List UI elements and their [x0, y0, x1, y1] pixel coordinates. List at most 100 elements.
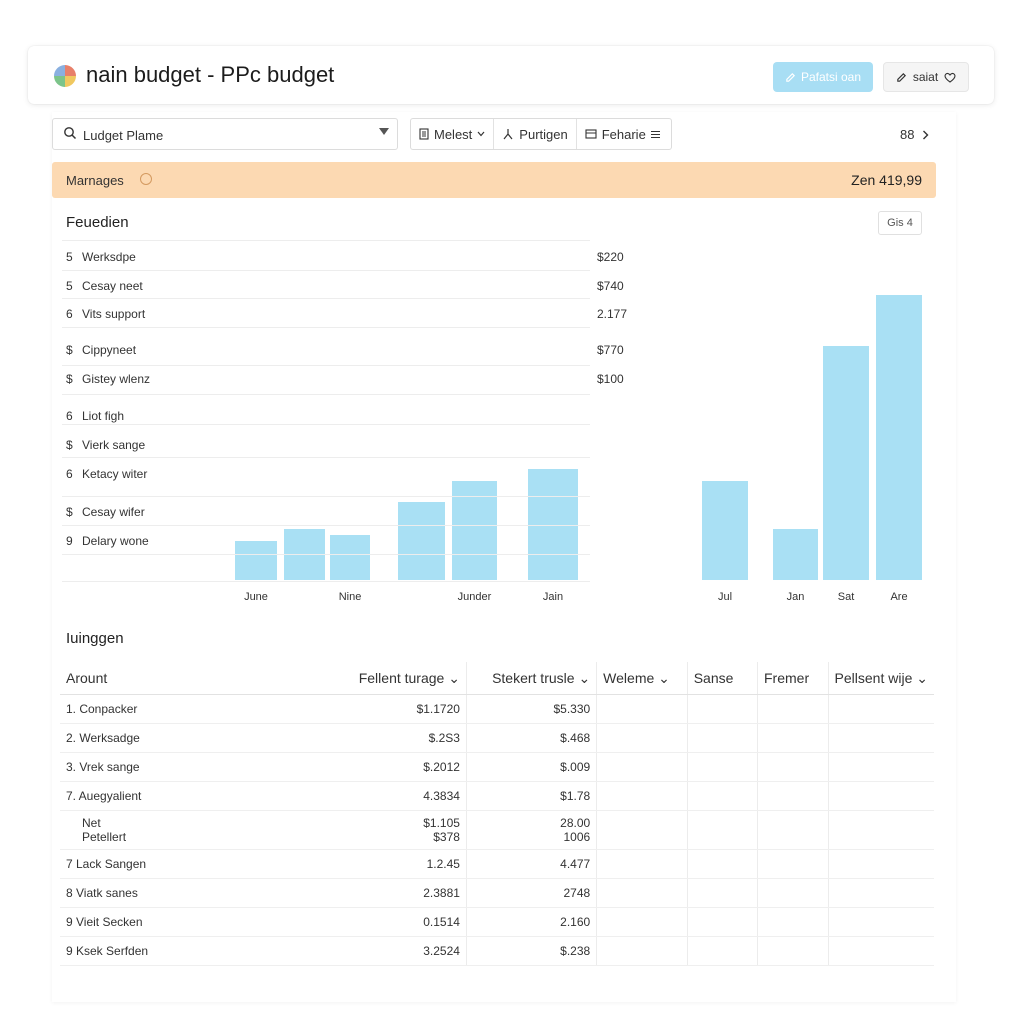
table-cell [596, 878, 688, 908]
toolbar-item-label: Purtigen [519, 126, 568, 142]
list-item-value: $770 [597, 343, 624, 357]
table-cell: 2.3881 [315, 878, 467, 908]
table-cell [596, 723, 688, 753]
column-header[interactable]: Weleme ⌄ [596, 662, 688, 695]
pencil-icon [896, 72, 907, 83]
list-item-label: Cesay wifer [82, 505, 145, 519]
list-item-number: 6 [66, 467, 73, 481]
save-button-label: saiat [912, 70, 939, 84]
table-cell: 2748 [465, 878, 597, 908]
save-button[interactable]: saiat [883, 62, 969, 92]
list-item[interactable]: 6 Ketacy witer [66, 467, 147, 481]
info-icon[interactable] [140, 173, 152, 185]
table-cell [827, 878, 934, 908]
chart-bar[interactable] [773, 529, 818, 580]
table-cell [596, 936, 688, 966]
x-tick-label: June [244, 591, 268, 603]
table-cell [686, 878, 758, 908]
chart-bar[interactable] [330, 535, 370, 580]
x-tick-label: Nine [339, 591, 362, 603]
search-input[interactable]: Ludget Plame [52, 118, 398, 150]
table-cell [686, 723, 758, 753]
list-item[interactable]: 9 Delary wone [66, 534, 149, 548]
table-row[interactable]: 1. Conpacker $1.1720 $5.330 [60, 694, 934, 724]
divider [62, 554, 590, 555]
table-cell [827, 849, 934, 879]
divider [62, 327, 590, 328]
table-cell [686, 694, 758, 724]
column-header: Fremer [757, 662, 829, 695]
list-item-value: $220 [597, 250, 624, 264]
column-header: Arount [60, 662, 316, 695]
list-item[interactable]: 6 Liot figh [66, 409, 124, 423]
table-cell [686, 810, 758, 850]
list-item-value: $740 [597, 279, 624, 293]
primary-action-button[interactable]: Pafatsi oan [773, 62, 873, 92]
table-cell: 9 Vieit Secken [60, 907, 316, 937]
list-item-label: Liot figh [82, 409, 125, 423]
chart-bar[interactable] [398, 502, 445, 580]
toolbar-item-label: Melest [434, 126, 473, 142]
table-header-row: Arount Fellent turage ⌄ Stekert trusle ⌄… [60, 662, 934, 695]
toolbar-item-feharie[interactable]: Feharie [577, 119, 668, 149]
list-item-label: Gistey wlenz [82, 372, 151, 386]
list-item[interactable]: $ Cesay wifer [66, 505, 145, 519]
card-icon [585, 129, 597, 139]
data-table: Arount Fellent turage ⌄ Stekert trusle ⌄… [60, 662, 934, 966]
chart-bar[interactable] [528, 469, 578, 580]
table-cell: $1.78 [465, 781, 597, 811]
table-row[interactable]: 9 Vieit Secken 0.1514 2.160 [60, 907, 934, 937]
table-cell [596, 781, 688, 811]
banner-title: Marnages [66, 173, 124, 188]
divider [62, 270, 590, 271]
table-cell: 7. Auegyalient [60, 781, 316, 811]
filter-chip[interactable]: Gis 4 [878, 211, 922, 235]
list-item[interactable]: 5 Werksdpe [66, 250, 136, 264]
table-row[interactable]: 2. Werksadge $.2S3 $.468 [60, 723, 934, 753]
list-item-number: $ [66, 505, 73, 519]
chart-bar[interactable] [452, 481, 497, 580]
table-row[interactable]: 7. Auegyalient 4.3834 $1.78 [60, 781, 934, 811]
table-cell: 28.00 1006 [465, 810, 597, 850]
table-cell [757, 936, 829, 966]
list-item[interactable]: 6 Vits support [66, 307, 145, 321]
table-cell: 1.2.45 [315, 849, 467, 879]
toolbar-item-melest[interactable]: Melest [411, 119, 495, 149]
table-cell [596, 907, 688, 937]
list-item-label: Delary wone [82, 534, 149, 548]
table-cell: 0.1514 [315, 907, 467, 937]
chevron-right-icon[interactable] [922, 127, 929, 142]
table-cell: 3.2524 [315, 936, 467, 966]
column-header[interactable]: Pellsent wije ⌄ [827, 662, 934, 695]
table-cell: Net Petellert [60, 810, 316, 850]
list-item[interactable]: $ Gistey wlenz [66, 372, 150, 386]
chart-bar[interactable] [823, 346, 869, 580]
search-value: Ludget Plame [83, 128, 164, 143]
table-cell [757, 723, 829, 753]
table-row[interactable]: Net Petellert $1.105 $378 28.00 1006 [60, 810, 934, 850]
list-item-label: Vits support [82, 307, 146, 321]
list-item-number: 5 [66, 250, 73, 264]
pagination: 88 [900, 127, 929, 142]
list-item[interactable]: $ Cippyneet [66, 343, 136, 357]
chart-bar[interactable] [876, 295, 922, 580]
chevron-down-icon[interactable] [379, 128, 389, 135]
list-item[interactable]: $ Vierk sange [66, 438, 145, 452]
list-item-number: $ [66, 438, 73, 452]
column-header[interactable]: Fellent turage ⌄ [315, 662, 467, 695]
menu-icon [650, 130, 660, 139]
list-item-value: 2.177 [597, 307, 628, 321]
toolbar-item-purtigen[interactable]: Purtigen [494, 119, 577, 149]
column-header[interactable]: Stekert trusle ⌄ [465, 662, 597, 695]
table-row[interactable]: 3. Vrek sange $.2012 $.009 [60, 752, 934, 782]
table-row[interactable]: 9 Ksek Serfden 3.2524 $.238 [60, 936, 934, 966]
divider [62, 394, 590, 395]
table-row[interactable]: 8 Viatk sanes 2.3881 2748 [60, 878, 934, 908]
divider [62, 365, 590, 366]
chart-bar[interactable] [235, 541, 277, 580]
list-item[interactable]: 5 Cesay neet [66, 279, 143, 293]
list-item-number: $ [66, 343, 73, 357]
chart-bar[interactable] [702, 481, 748, 580]
table-row[interactable]: 7 Lack Sangen 1.2.45 4.477 [60, 849, 934, 879]
table-cell: 2.160 [465, 907, 597, 937]
